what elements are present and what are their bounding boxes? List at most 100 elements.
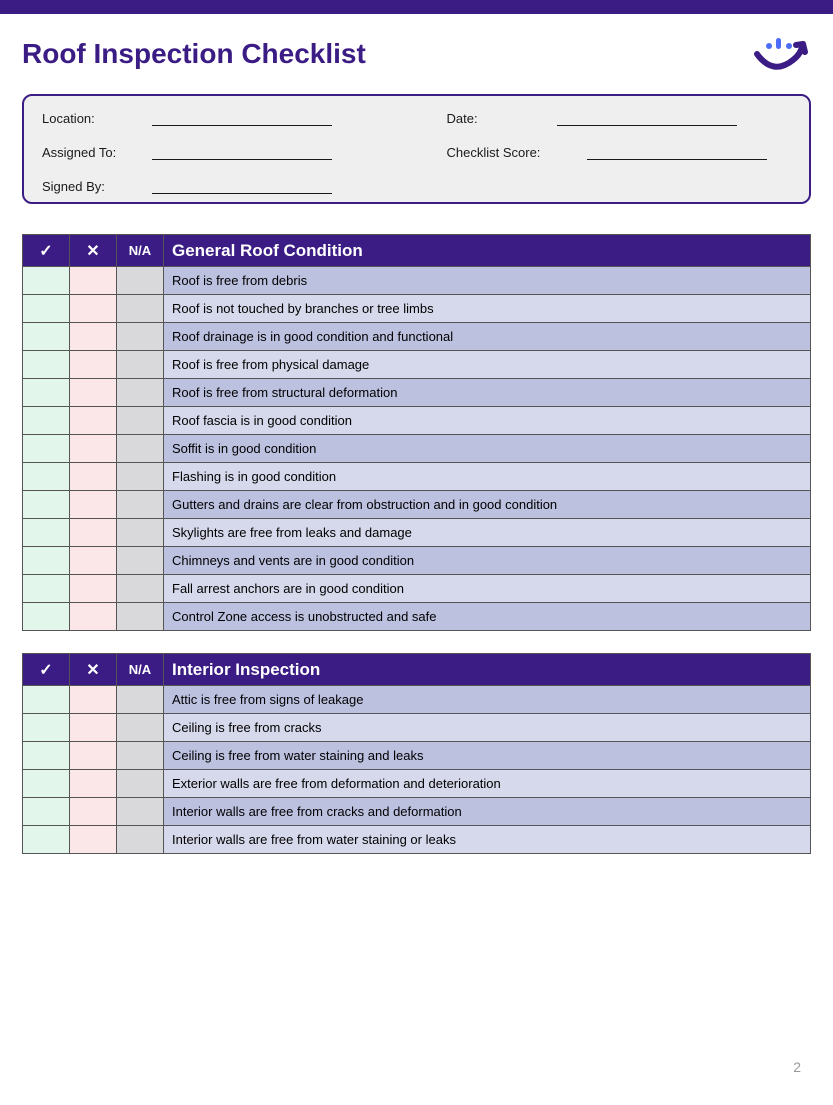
table-row: Fall arrest anchors are in good conditio…: [23, 575, 811, 603]
score-field[interactable]: [587, 144, 767, 160]
na-cell[interactable]: [117, 351, 164, 379]
na-cell[interactable]: [117, 379, 164, 407]
x-cell[interactable]: [70, 295, 117, 323]
table-row: Attic is free from signs of leakage: [23, 686, 811, 714]
table-row: Ceiling is free from water staining and …: [23, 742, 811, 770]
na-cell[interactable]: [117, 463, 164, 491]
check-cell[interactable]: [23, 714, 70, 742]
x-cell[interactable]: [70, 435, 117, 463]
check-cell[interactable]: [23, 323, 70, 351]
x-cell[interactable]: [70, 463, 117, 491]
x-cell[interactable]: [70, 379, 117, 407]
na-cell[interactable]: [117, 323, 164, 351]
item-cell: Roof is free from debris: [164, 267, 811, 295]
x-cell[interactable]: [70, 267, 117, 295]
na-cell[interactable]: [117, 686, 164, 714]
check-cell[interactable]: [23, 770, 70, 798]
x-cell[interactable]: [70, 351, 117, 379]
na-cell[interactable]: [117, 267, 164, 295]
na-cell[interactable]: [117, 435, 164, 463]
item-cell: Skylights are free from leaks and damage: [164, 519, 811, 547]
location-field[interactable]: [152, 110, 332, 126]
item-cell: Interior walls are free from water stain…: [164, 826, 811, 854]
x-cell[interactable]: [70, 742, 117, 770]
na-cell[interactable]: [117, 826, 164, 854]
info-signed: Signed By:: [42, 178, 387, 194]
na-cell[interactable]: [117, 603, 164, 631]
item-cell: Chimneys and vents are in good condition: [164, 547, 811, 575]
item-cell: Roof is free from structural deformation: [164, 379, 811, 407]
item-cell: Ceiling is free from cracks: [164, 714, 811, 742]
top-bar: [0, 0, 833, 14]
col-x-header: ✕: [70, 654, 117, 686]
x-cell[interactable]: [70, 575, 117, 603]
x-cell[interactable]: [70, 519, 117, 547]
check-cell[interactable]: [23, 491, 70, 519]
table-row: Chimneys and vents are in good condition: [23, 547, 811, 575]
x-cell[interactable]: [70, 491, 117, 519]
check-cell[interactable]: [23, 575, 70, 603]
check-cell[interactable]: [23, 826, 70, 854]
na-cell[interactable]: [117, 519, 164, 547]
check-cell[interactable]: [23, 463, 70, 491]
item-cell: Interior walls are free from cracks and …: [164, 798, 811, 826]
x-cell[interactable]: [70, 826, 117, 854]
table-row: Exterior walls are free from deformation…: [23, 770, 811, 798]
info-score: Checklist Score:: [447, 144, 792, 160]
signed-label: Signed By:: [42, 179, 132, 194]
x-cell[interactable]: [70, 547, 117, 575]
check-cell[interactable]: [23, 379, 70, 407]
check-cell[interactable]: [23, 519, 70, 547]
na-cell[interactable]: [117, 742, 164, 770]
signed-field[interactable]: [152, 178, 332, 194]
item-cell: Control Zone access is unobstructed and …: [164, 603, 811, 631]
na-cell[interactable]: [117, 295, 164, 323]
check-cell[interactable]: [23, 686, 70, 714]
x-cell[interactable]: [70, 686, 117, 714]
x-cell[interactable]: [70, 323, 117, 351]
check-cell[interactable]: [23, 407, 70, 435]
col-check-header: ✓: [23, 654, 70, 686]
na-cell[interactable]: [117, 714, 164, 742]
info-location: Location:: [42, 110, 387, 126]
na-cell[interactable]: [117, 770, 164, 798]
logo-icon: [751, 32, 811, 76]
na-cell[interactable]: [117, 491, 164, 519]
check-cell[interactable]: [23, 547, 70, 575]
table-row: Gutters and drains are clear from obstru…: [23, 491, 811, 519]
check-cell[interactable]: [23, 267, 70, 295]
na-cell[interactable]: [117, 575, 164, 603]
table-row: Control Zone access is unobstructed and …: [23, 603, 811, 631]
item-cell: Fall arrest anchors are in good conditio…: [164, 575, 811, 603]
check-cell[interactable]: [23, 798, 70, 826]
table-row: Ceiling is free from cracks: [23, 714, 811, 742]
x-cell[interactable]: [70, 798, 117, 826]
x-cell[interactable]: [70, 770, 117, 798]
x-cell[interactable]: [70, 714, 117, 742]
info-date: Date:: [447, 110, 792, 126]
check-cell[interactable]: [23, 742, 70, 770]
section1-table: ✓ ✕ N/A General Roof Condition Roof is f…: [22, 234, 811, 631]
x-cell[interactable]: [70, 407, 117, 435]
item-cell: Exterior walls are free from deformation…: [164, 770, 811, 798]
check-cell[interactable]: [23, 435, 70, 463]
location-label: Location:: [42, 111, 132, 126]
table-row: Roof is free from structural deformation: [23, 379, 811, 407]
check-cell[interactable]: [23, 295, 70, 323]
item-cell: Roof is free from physical damage: [164, 351, 811, 379]
item-cell: Ceiling is free from water staining and …: [164, 742, 811, 770]
page-number: 2: [793, 1059, 801, 1075]
na-cell[interactable]: [117, 407, 164, 435]
section2-title: Interior Inspection: [164, 654, 811, 686]
x-cell[interactable]: [70, 603, 117, 631]
item-cell: Roof fascia is in good condition: [164, 407, 811, 435]
date-field[interactable]: [557, 110, 737, 126]
assigned-field[interactable]: [152, 144, 332, 160]
check-cell[interactable]: [23, 351, 70, 379]
table-row: Soffit is in good condition: [23, 435, 811, 463]
na-cell[interactable]: [117, 547, 164, 575]
item-cell: Attic is free from signs of leakage: [164, 686, 811, 714]
check-cell[interactable]: [23, 603, 70, 631]
na-cell[interactable]: [117, 798, 164, 826]
item-cell: Flashing is in good condition: [164, 463, 811, 491]
